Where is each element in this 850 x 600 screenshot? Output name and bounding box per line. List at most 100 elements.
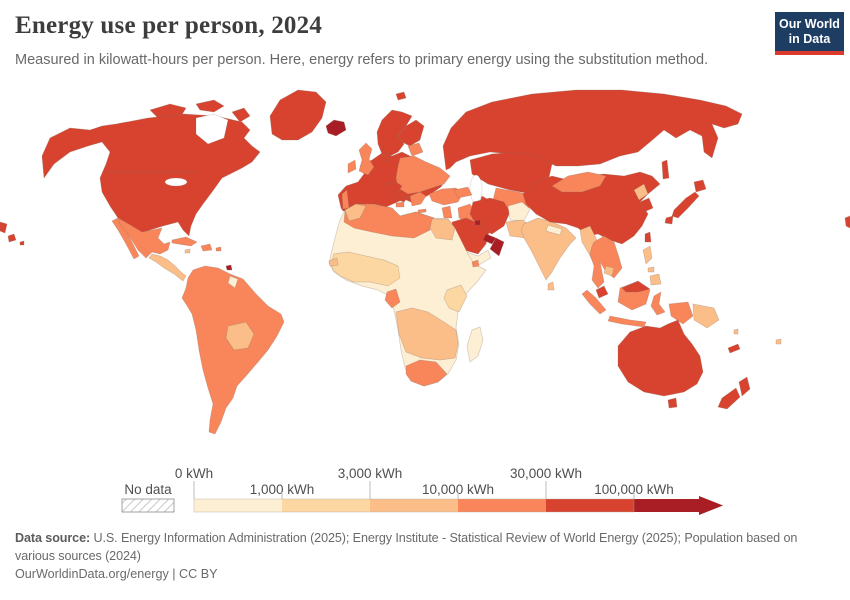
region-eastern-europe[interactable]: [395, 155, 451, 195]
region-solomon-islands[interactable]: [733, 328, 739, 335]
region-south-africa[interactable]: [405, 359, 448, 387]
region-hispaniola[interactable]: [200, 243, 213, 252]
region-sri-lanka[interactable]: [547, 281, 555, 291]
region-cambodia[interactable]: [603, 265, 615, 277]
legend-swatch-bin3[interactable]: [370, 499, 458, 512]
region-south-korea[interactable]: [639, 197, 654, 213]
region-west-papua[interactable]: [668, 301, 694, 325]
owid-logo-line1: Our World: [779, 16, 840, 31]
region-indochina[interactable]: [589, 235, 623, 289]
legend-tick-10000: 10,000 kWh: [421, 482, 495, 497]
region-canada-arctic-islands3[interactable]: [231, 107, 251, 123]
region-afghanistan[interactable]: [507, 201, 531, 222]
region-tasmania[interactable]: [667, 397, 678, 409]
region-levant[interactable]: [441, 205, 453, 219]
region-southern-africa[interactable]: [395, 307, 459, 361]
region-nepal[interactable]: [545, 224, 563, 236]
region-new-zealand-north[interactable]: [738, 376, 751, 397]
region-oman[interactable]: [489, 237, 505, 257]
region-sakhalin[interactable]: [661, 159, 670, 180]
region-java[interactable]: [607, 315, 647, 328]
region-philippines-luzon[interactable]: [642, 245, 653, 265]
world-map: [0, 89, 850, 435]
region-kuwait[interactable]: [474, 219, 481, 226]
license-link[interactable]: OurWorldinData.org/energy | CC BY: [15, 567, 218, 581]
region-taiwan[interactable]: [644, 231, 652, 243]
region-malaysia[interactable]: [595, 285, 609, 299]
region-hawaii2[interactable]: [19, 240, 25, 246]
legend-no-data-swatch[interactable]: [121, 498, 175, 513]
owid-logo[interactable]: Our World in Data: [775, 12, 844, 55]
region-senegal[interactable]: [328, 257, 339, 267]
region-caucasus[interactable]: [453, 186, 473, 199]
legend-bar-outline: [193, 498, 635, 513]
region-central-america[interactable]: [148, 253, 187, 282]
legend-swatch-bin6-arrow[interactable]: [634, 496, 723, 515]
legend-swatch-bin2[interactable]: [282, 499, 370, 512]
region-philippines-mindanao[interactable]: [649, 273, 662, 286]
region-sumatra[interactable]: [581, 289, 607, 315]
region-japan-honshu[interactable]: [671, 191, 700, 219]
region-new-zealand-south[interactable]: [717, 387, 741, 410]
region-bolivia-paraguay[interactable]: [225, 321, 255, 351]
region-india[interactable]: [520, 217, 577, 281]
region-east-africa[interactable]: [443, 284, 468, 313]
region-guyana[interactable]: [227, 275, 239, 289]
data-source-note: Data source: U.S. Energy Information Adm…: [15, 530, 837, 566]
legend-color-bar: [121, 481, 723, 515]
region-cuba[interactable]: [171, 236, 198, 247]
legend-tick-30000: 30,000 kWh: [509, 466, 583, 481]
region-sicily[interactable]: [395, 201, 405, 208]
legend-swatch-bin4[interactable]: [458, 499, 546, 512]
region-west-africa[interactable]: [330, 251, 401, 287]
region-ireland[interactable]: [347, 159, 357, 174]
legend-no-data-label: No data: [124, 482, 172, 497]
region-south-america[interactable]: [181, 265, 285, 435]
region-greece[interactable]: [409, 191, 427, 207]
region-hawaii[interactable]: [7, 233, 17, 243]
region-sulawesi[interactable]: [650, 291, 666, 316]
region-trinidad[interactable]: [225, 264, 233, 271]
region-turkey[interactable]: [428, 187, 464, 206]
region-united-kingdom[interactable]: [358, 142, 375, 176]
region-crete[interactable]: [417, 208, 427, 214]
region-north-america[interactable]: [41, 113, 261, 237]
region-baltics[interactable]: [407, 142, 424, 157]
region-djibouti[interactable]: [471, 259, 480, 268]
region-japan-kyushu[interactable]: [664, 215, 674, 225]
legend-tick-0: 0 kWh: [174, 466, 214, 481]
legend-swatch-bin5[interactable]: [546, 499, 634, 512]
region-egypt[interactable]: [429, 218, 456, 241]
region-denmark[interactable]: [382, 152, 390, 162]
region-mexico[interactable]: [117, 217, 171, 259]
data-source-text: U.S. Energy Information Administration (…: [15, 531, 798, 563]
region-new-caledonia[interactable]: [727, 343, 741, 354]
region-iceland[interactable]: [325, 119, 347, 137]
region-morocco[interactable]: [344, 203, 367, 222]
owid-logo-accent-bar: [775, 51, 844, 55]
region-uae-qatar[interactable]: [482, 233, 497, 245]
owid-logo-box: Our World in Data: [775, 12, 844, 51]
legend-swatch-bin1[interactable]: [194, 499, 282, 512]
region-australia[interactable]: [617, 319, 704, 397]
region-puerto-rico[interactable]: [215, 246, 222, 252]
region-italy[interactable]: [385, 181, 410, 203]
region-finland[interactable]: [397, 119, 425, 147]
region-scandinavia[interactable]: [376, 109, 413, 157]
region-north-korea[interactable]: [633, 183, 649, 201]
region-mongolia[interactable]: [551, 171, 607, 193]
region-greenland[interactable]: [269, 89, 327, 141]
region-borneo-malaysia[interactable]: [621, 280, 651, 293]
region-gabon-congo[interactable]: [384, 288, 401, 309]
owid-logo-line2: in Data: [788, 31, 831, 46]
region-svalbard[interactable]: [395, 91, 407, 101]
great-lakes: [164, 177, 188, 187]
region-baja-california[interactable]: [111, 217, 140, 260]
region-philippines-visayas[interactable]: [647, 266, 655, 273]
region-canada-arctic-islands2[interactable]: [195, 99, 225, 113]
region-japan-hokkaido[interactable]: [693, 179, 707, 193]
region-jamaica[interactable]: [184, 248, 191, 254]
region-papua-new-guinea[interactable]: [692, 303, 720, 329]
region-madagascar[interactable]: [466, 326, 484, 363]
region-fiji[interactable]: [775, 338, 782, 345]
